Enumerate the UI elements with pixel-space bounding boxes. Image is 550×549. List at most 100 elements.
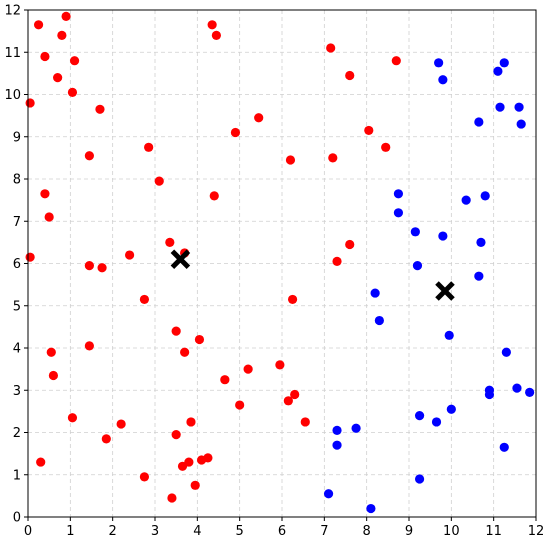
scatter-point-series-0 [67,87,78,97]
scatter-point-series-0 [186,417,196,427]
scatter-point-series-0 [165,237,175,247]
y-tick-label: 10 [4,88,21,103]
scatter-point-series-0 [57,30,67,40]
scatter-point-series-0 [190,480,200,490]
y-tick-label: 12 [4,4,21,19]
scatter-point-series-1 [499,442,509,452]
scatter-point-series-0 [287,294,298,305]
scatter-point-series-1 [501,347,511,357]
scatter-point-series-1 [434,58,444,68]
scatter-point-series-0 [243,364,253,374]
scatter-point-series-0 [391,56,401,66]
scatter-point-series-0 [285,155,296,165]
scatter-point-series-1 [461,195,471,205]
scatter-point-series-0 [230,127,241,138]
scatter-point-series-0 [300,417,310,427]
x-tick-label: 7 [320,524,328,539]
y-tick-label: 11 [4,46,21,61]
scatter-point-series-0 [290,389,300,400]
scatter-point-series-1 [412,261,423,271]
scatter-point-series-0 [139,294,150,305]
y-tick-label: 6 [13,257,21,272]
scatter-point-series-0 [97,263,107,273]
x-tick-label: 1 [66,524,74,539]
scatter-point-series-1 [374,315,384,326]
x-tick-label: 6 [278,524,286,539]
scatter-point-series-1 [393,189,404,199]
scatter-point-series-0 [84,151,94,161]
scatter-point-series-0 [69,56,80,66]
scatter-point-series-1 [414,474,425,484]
scatter-point-series-1 [444,330,454,340]
y-tick-label: 3 [13,384,21,399]
scatter-point-series-0 [139,472,150,482]
scatter-point-series-0 [95,104,105,114]
scatter-point-series-0 [171,326,181,336]
scatter-point-series-1 [484,389,495,400]
scatter-point-series-1 [438,231,448,241]
scatter-point-series-0 [61,11,71,21]
scatter-point-series-0 [332,256,342,266]
scatter-point-series-0 [36,457,46,467]
scatter-point-series-0 [53,73,63,83]
scatter-point-series-0 [345,70,355,81]
scatter-point-series-0 [25,98,35,108]
scatter-point-series-1 [438,75,448,85]
scatter-point-series-1 [474,271,484,281]
scatter-point-series-1 [414,411,425,421]
scatter-point-series-1 [499,58,509,68]
scatter-point-series-1 [410,227,420,237]
scatter-point-series-1 [332,440,342,450]
scatter-point-series-0 [381,142,391,152]
scatter-point-series-1 [480,191,490,201]
scatter-point-series-0 [194,334,205,345]
scatter-point-series-1 [512,383,522,393]
scatter-point-series-0 [154,176,164,186]
scatter-point-series-0 [211,30,221,40]
scatter-point-series-0 [67,413,78,423]
scatter-point-series-0 [235,400,245,410]
scatter-point-series-1 [514,102,524,112]
scatter-point-series-0 [84,341,94,351]
scatter-point-series-0 [326,43,336,53]
centroid-x-marker [170,249,191,270]
scatter-point-series-1 [495,102,505,112]
scatter-point-series-0 [44,212,54,222]
scatter-point-series-0 [48,370,59,381]
x-tick-label: 4 [193,524,201,539]
scatter-point-series-1 [474,117,484,127]
scatter-point-series-0 [46,347,56,357]
x-tick-label: 12 [528,524,545,539]
scatter-point-series-0 [209,191,219,201]
scatter-point-series-0 [180,347,190,357]
scatter-point-series-0 [84,261,94,271]
scatter-point-series-0 [25,252,35,262]
x-tick-label: 5 [236,524,244,539]
y-tick-label: 7 [13,215,21,230]
scatter-point-series-0 [184,457,194,467]
scatter-point-series-0 [275,360,285,370]
scatter-point-series-0 [116,419,126,429]
y-tick-label: 2 [13,426,21,441]
scatter-point-series-1 [323,489,334,499]
scatter-point-series-0 [203,453,213,463]
scatter-point-series-0 [33,20,44,30]
y-tick-label: 0 [13,511,21,526]
scatter-point-series-0 [144,142,154,152]
scatter-point-series-0 [283,396,293,406]
scatter-point-series-0 [125,250,135,260]
x-tick-label: 3 [151,524,159,539]
x-tick-label: 10 [443,524,460,539]
scatter-point-series-0 [167,493,177,503]
scatter-point-series-1 [332,425,342,435]
scatter-point-series-1 [516,119,526,129]
scatter-point-series-1 [493,66,503,76]
plot-points [25,11,535,514]
scatter-point-series-0 [40,51,50,62]
scatter-point-series-0 [220,375,230,385]
centroid-x-marker [435,281,455,301]
x-tick-label: 2 [109,524,117,539]
scatter-point-series-1 [366,503,376,514]
